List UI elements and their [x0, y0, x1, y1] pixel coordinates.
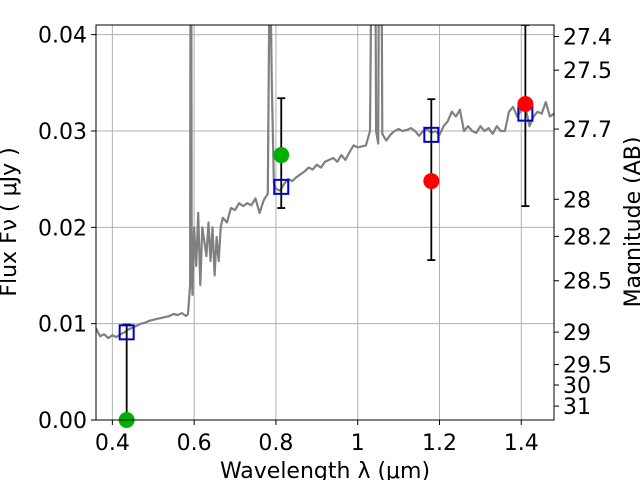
spectrum-line: [96, 25, 554, 340]
y2-tick-label: 27.7: [563, 118, 612, 143]
y2-axis-label: Magnitude (AB): [621, 137, 640, 308]
y2-tick-label: 31: [563, 395, 591, 420]
y2-tick-label: 28.2: [563, 225, 612, 250]
y2-tick-label: 27.4: [563, 25, 612, 50]
detection-point: [273, 147, 290, 164]
x-tick-label: 1: [351, 431, 365, 456]
model-point: [273, 178, 290, 195]
x-tick-label: 1.4: [504, 431, 539, 456]
y-axis: 0.00 0.01 0.02 0.03 0.04: [38, 24, 96, 434]
plot-frame: [95, 24, 555, 421]
y2-tick-label: 28.5: [563, 270, 612, 295]
x-tick-label: 0.6: [177, 431, 212, 456]
y-axis-label: Flux Fν ( μJy ): [0, 147, 22, 296]
model-point: [118, 324, 135, 341]
y2-tick-label: 30: [563, 374, 591, 399]
y2-tick-label: 27.5: [563, 59, 612, 84]
detection-point: [517, 96, 534, 112]
y-tick-label: 0.02: [38, 216, 87, 241]
y-tick-label: 0.00: [38, 409, 87, 434]
y-tick-label: 0.01: [38, 313, 87, 338]
plot-background: [96, 25, 554, 420]
model-point: [423, 126, 440, 143]
y2-tick-label: 28: [563, 188, 591, 213]
x-tick-label: 1.2: [422, 431, 457, 456]
y-tick-label: 0.04: [38, 24, 87, 49]
x-tick-label: 0.8: [258, 431, 293, 456]
x-tick-label: 0.4: [95, 431, 130, 456]
spectrum-layer: [96, 25, 554, 340]
y2-tick-label: 29.5: [563, 354, 612, 379]
x-axis-label: Wavelength λ (μm): [220, 459, 430, 480]
y-tick-label: 0.03: [38, 120, 87, 145]
detection-point: [423, 173, 440, 190]
y2-tick-label: 29: [563, 321, 591, 346]
x-axis: 0.4 0.6 0.8 1 1.2 1.4: [95, 420, 539, 456]
